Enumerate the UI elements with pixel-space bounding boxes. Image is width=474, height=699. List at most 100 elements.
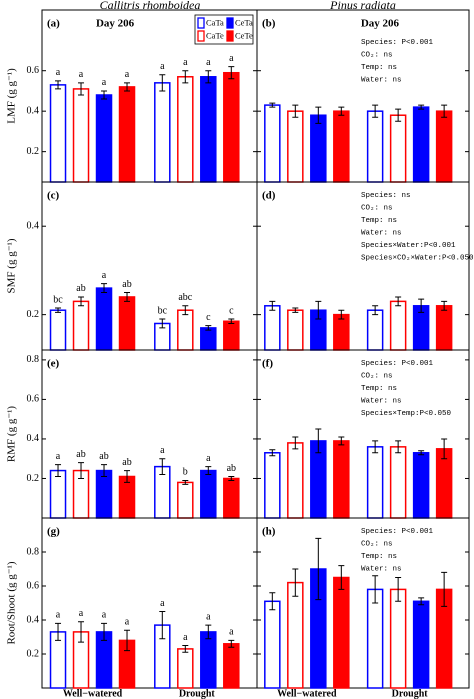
error-bar (338, 309, 345, 320)
error-bar (205, 624, 212, 640)
stat-annotation: Species: P<0.001 (361, 528, 434, 536)
stat-annotation: Species: P<0.001 (361, 39, 434, 47)
stat-annotation: Species×Water:P<0.001 (361, 242, 456, 250)
panel-label: (a) (47, 18, 60, 30)
stat-annotation: Temp: ns (361, 385, 397, 393)
error-bar (124, 292, 131, 302)
bar (223, 71, 240, 183)
error-bar (372, 440, 379, 454)
y-tick-label: 0.8 (27, 546, 40, 557)
legend-label: CaTe (206, 30, 224, 40)
bar (223, 477, 240, 519)
significance-letter: ab (122, 457, 131, 468)
significance-letter: a (206, 57, 211, 68)
significance-letter: a (206, 611, 211, 622)
legend-swatch (226, 17, 234, 29)
error-bar (101, 464, 108, 477)
stat-annotation: Water: ns (361, 565, 402, 573)
bar (177, 648, 194, 689)
error-bar (418, 298, 425, 313)
bar (333, 110, 350, 183)
bar (366, 588, 384, 689)
bar (49, 84, 67, 183)
error-bar (101, 90, 108, 100)
significance-letter: a (56, 67, 61, 78)
error-bar (292, 436, 299, 450)
bar (223, 320, 240, 351)
error-bar (228, 318, 235, 324)
significance-letter: a (56, 610, 61, 621)
bar (435, 110, 453, 183)
error-bar (159, 74, 166, 92)
error-bar (182, 645, 189, 653)
significance-letter: a (160, 61, 165, 72)
significance-letter: a (102, 270, 107, 281)
stat-annotation: Water: ns (361, 397, 402, 405)
y-tick-label: 0.2 (27, 146, 40, 157)
bar (264, 600, 281, 689)
error-bar (315, 300, 322, 320)
stat-annotation: Temp: ns (361, 553, 397, 561)
bar (366, 446, 384, 519)
error-bar (182, 70, 189, 84)
error-bar (55, 464, 62, 477)
significance-letter: a (206, 453, 211, 464)
error-bar (292, 104, 299, 118)
stat-annotation: CO₂: ns (361, 372, 393, 380)
panel-subtitle: Day 206 (361, 18, 400, 30)
bar (264, 452, 281, 519)
significance-letter: a (125, 616, 130, 627)
error-bar (441, 104, 448, 118)
legend-swatch (197, 17, 205, 29)
error-bar (395, 108, 402, 122)
error-bar (182, 479, 189, 485)
panel-label: (c) (47, 190, 60, 202)
error-bar (372, 575, 379, 604)
error-bar (372, 305, 379, 316)
bar (72, 88, 90, 183)
bar (366, 309, 384, 351)
bar (95, 94, 113, 183)
bar (412, 106, 430, 183)
stat-annotation: Water: ns (361, 76, 402, 84)
stat-annotation: Species: ns (361, 192, 411, 200)
legend-swatch (226, 30, 234, 42)
y-tick-label: 0.2 (27, 309, 40, 320)
error-bar (338, 565, 345, 590)
stat-annotation: Temp: ns (361, 217, 397, 225)
error-bar (205, 466, 212, 476)
error-bar (124, 629, 131, 652)
error-bar (228, 639, 235, 648)
y-tick-label: 0.4 (27, 614, 40, 625)
stat-annotation: Species: P<0.001 (361, 360, 434, 368)
error-bar (78, 462, 85, 479)
significance-letter: ab (76, 283, 85, 294)
bar (49, 469, 67, 519)
panel-label: (e) (47, 358, 60, 370)
error-bar (418, 104, 425, 110)
bar (366, 110, 384, 183)
error-bar (228, 66, 235, 80)
error-bar (124, 470, 131, 483)
bar (118, 86, 136, 183)
error-bar (338, 106, 345, 116)
error-bar (159, 458, 166, 476)
error-bar (395, 440, 402, 454)
panel-subtitle: Day 206 (96, 18, 135, 30)
significance-letter: a (183, 57, 188, 68)
significance-letter: abc (178, 292, 192, 303)
x-category-label: Well−watered (63, 688, 123, 699)
error-bar (205, 70, 212, 84)
error-bar (159, 611, 166, 640)
error-bar (315, 428, 322, 454)
error-bar (269, 449, 276, 457)
bar (200, 327, 217, 351)
significance-letter: c (206, 312, 211, 323)
stat-annotation: CO₂: ns (361, 51, 393, 59)
significance-letter: c (229, 305, 234, 316)
bar (177, 481, 194, 519)
y-axis-label: RMF (g g⁻¹) (6, 406, 18, 463)
stat-annotation: Temp: ns (361, 64, 397, 72)
